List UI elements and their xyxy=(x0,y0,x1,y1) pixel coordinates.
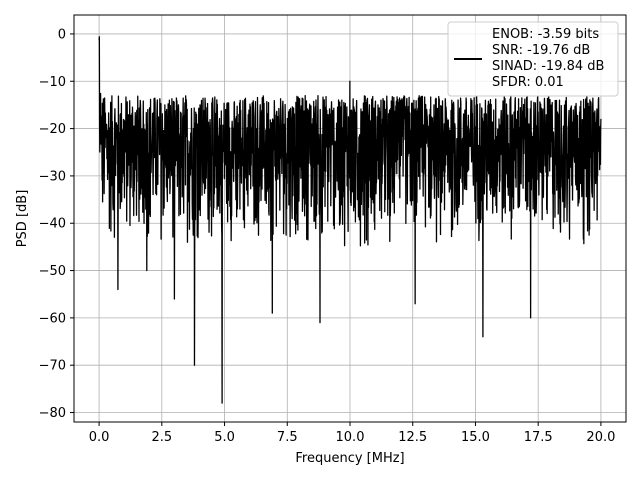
y-tick-label: −80 xyxy=(39,406,66,421)
x-tick-label: 10.0 xyxy=(336,430,365,445)
y-tick-label: −30 xyxy=(39,169,66,184)
x-axis-label: Frequency [MHz] xyxy=(295,451,404,466)
legend-sinad: SINAD: -19.84 dB xyxy=(492,59,604,74)
x-tick-label: 5.0 xyxy=(214,430,235,445)
x-tick-label: 15.0 xyxy=(461,430,490,445)
y-tick-label: −60 xyxy=(39,311,66,326)
legend-box xyxy=(447,21,619,97)
legend-snr: SNR: -19.76 dB xyxy=(492,43,590,58)
x-tick-label: 12.5 xyxy=(398,430,427,445)
y-tick-label: −70 xyxy=(39,359,66,374)
psd-series-line xyxy=(98,36,602,404)
y-axis: 0 −10 −20 −30 −40 −50 −60 −70 −80 xyxy=(39,27,74,421)
y-tick-label: −10 xyxy=(39,75,66,90)
legend-sfdr: SFDR: 0.01 xyxy=(492,75,564,90)
y-axis-label: PSD [dB] xyxy=(15,190,30,248)
y-tick-label: −20 xyxy=(39,122,66,137)
x-tick-label: 0.0 xyxy=(89,430,110,445)
x-tick-label: 20.0 xyxy=(586,430,615,445)
x-tick-label: 7.5 xyxy=(277,430,298,445)
legend: ENOB: -3.59 bits SNR: -19.76 dB SINAD: -… xyxy=(447,21,619,97)
x-tick-label: 2.5 xyxy=(151,430,172,445)
y-tick-label: −50 xyxy=(39,264,66,279)
legend-enob: ENOB: -3.59 bits xyxy=(492,27,599,42)
x-axis: 0.0 2.5 5.0 7.5 10.0 12.5 15.0 17.5 20.0 xyxy=(89,422,615,445)
x-tick-label: 17.5 xyxy=(524,430,553,445)
y-tick-label: 0 xyxy=(58,27,66,42)
y-tick-label: −40 xyxy=(39,217,66,232)
series-layer xyxy=(98,36,602,404)
